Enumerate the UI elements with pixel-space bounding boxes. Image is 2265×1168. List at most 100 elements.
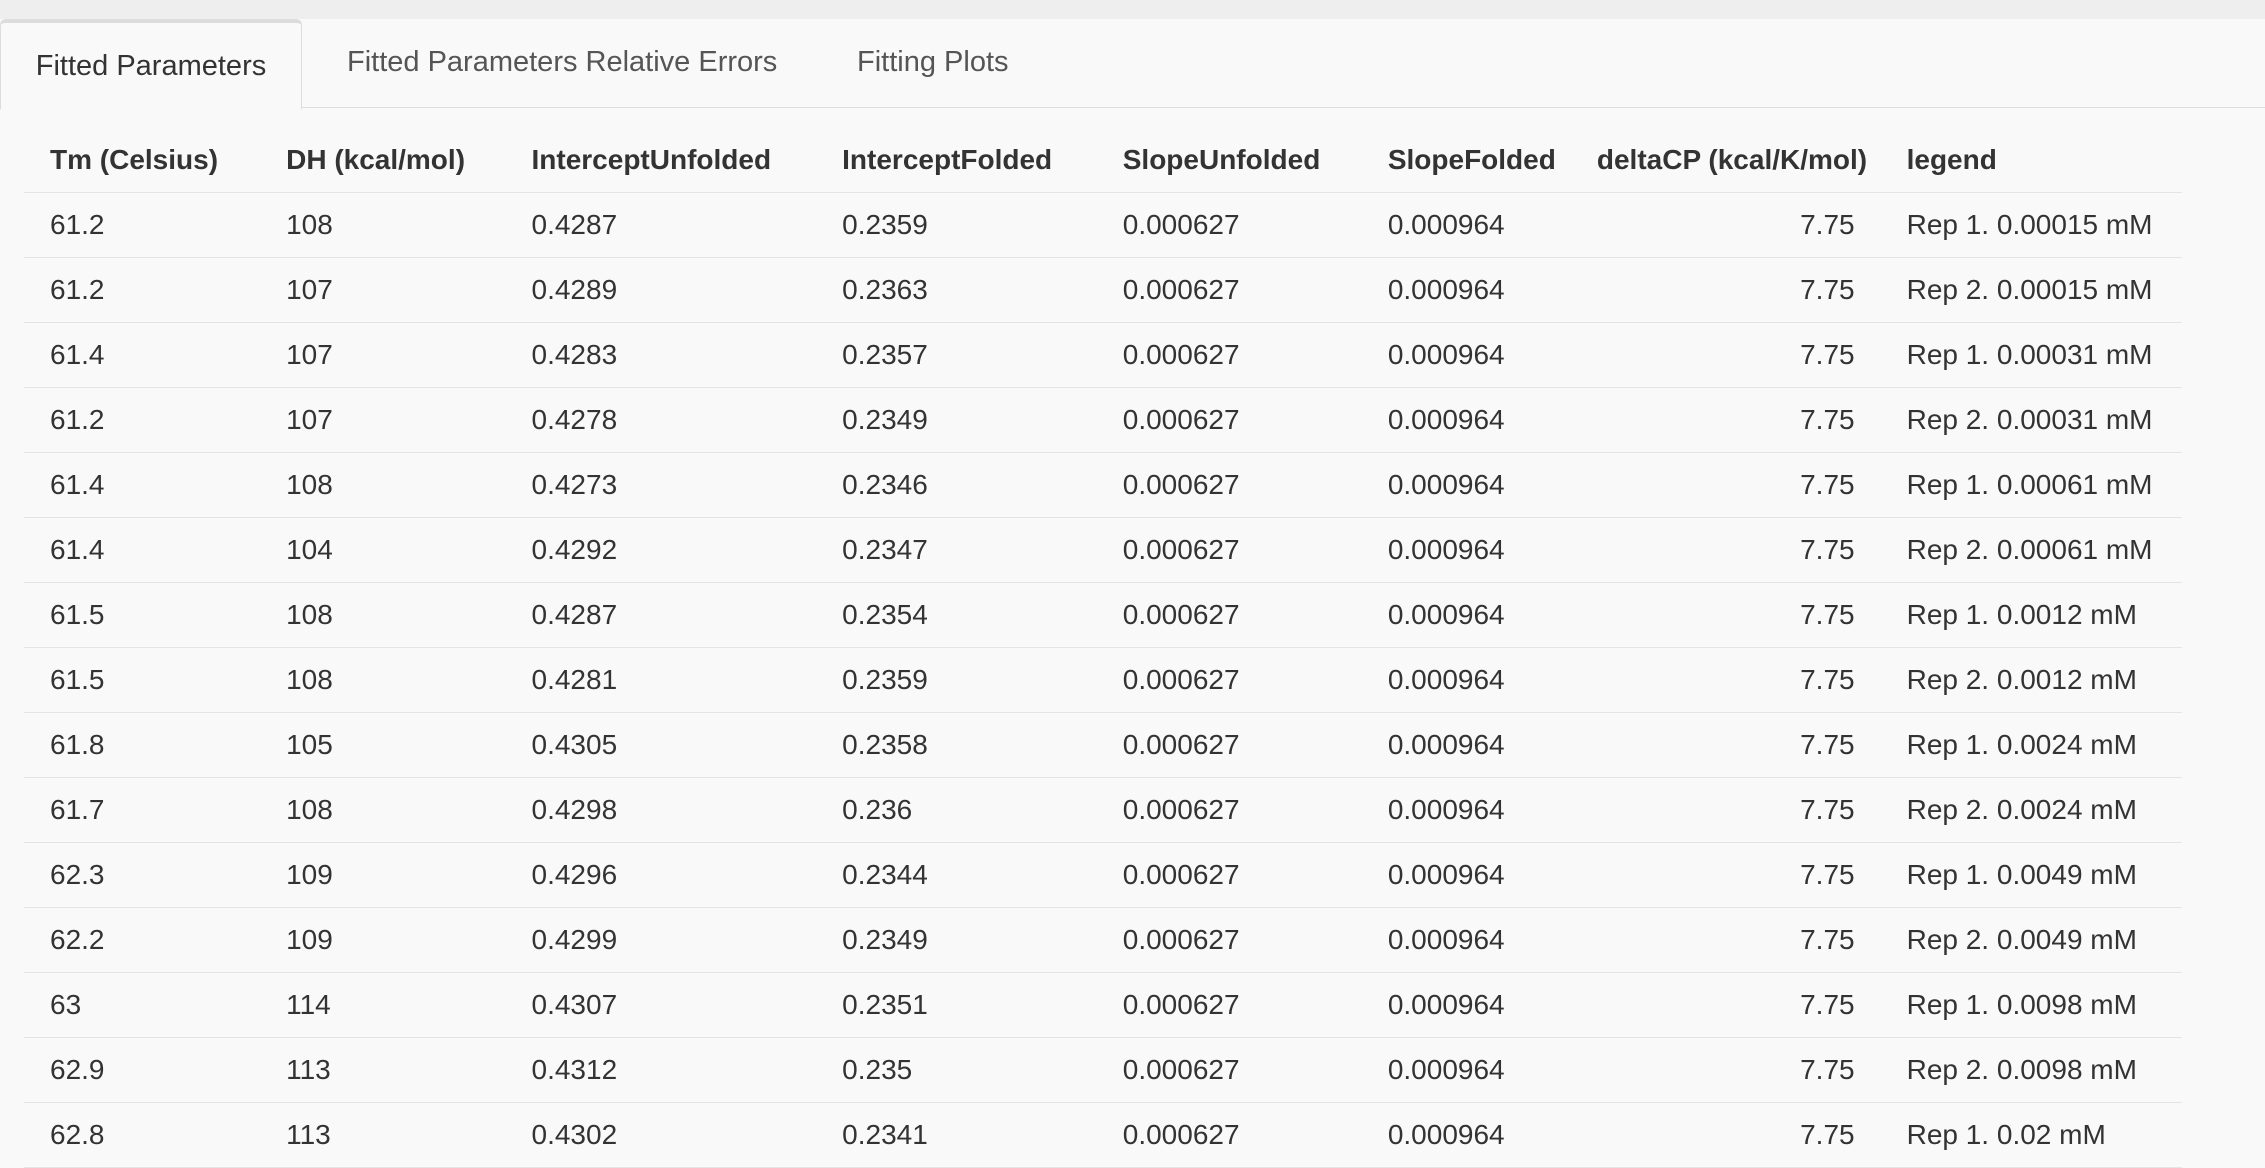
table-row: 62.2 109 0.4299 0.2349 0.000627 0.000964 7.75 R… [24,907,2182,973]
column-header-intercept-unfolded[interactable]: InterceptUnfolded [505,128,817,193]
cell-legend: Rep 2. 0.0098 mM [1880,1037,2182,1103]
cell-dh: 107 [260,387,506,453]
cell-delta-cp: 7.75 [1596,582,1881,648]
column-header-dh[interactable]: DH (kcal/mol) [260,128,506,193]
cell-intercept-folded: 0.2351 [816,972,1097,1038]
cell-dh: 109 [260,842,506,908]
cell-intercept-folded: 0.2354 [816,582,1097,648]
cell-tm: 61.2 [24,257,261,323]
cell-delta-cp: 7.75 [1596,842,1881,908]
cell-tm: 63 [24,972,261,1038]
cell-intercept-folded: 0.2344 [816,842,1097,908]
cell-intercept-unfolded: 0.4305 [505,712,817,778]
table-row: 61.5 108 0.4287 0.2354 0.000627 0.000964 7.75 R… [24,582,2182,648]
cell-slope-unfolded: 0.000627 [1096,777,1362,843]
table-row: 61.8 105 0.4305 0.2358 0.000627 0.000964 7.75 R… [24,712,2182,778]
cell-slope-unfolded: 0.000627 [1096,1102,1362,1168]
cell-slope-unfolded: 0.000627 [1096,647,1362,713]
cell-slope-folded: 0.000964 [1361,257,1597,323]
cell-intercept-folded: 0.2357 [816,322,1097,388]
table-row: 61.5 108 0.4281 0.2359 0.000627 0.000964 7.75 R… [24,647,2182,713]
cell-tm: 61.2 [24,387,261,453]
cell-intercept-folded: 0.236 [816,777,1097,843]
cell-intercept-unfolded: 0.4296 [505,842,817,908]
cell-dh: 105 [260,712,506,778]
cell-intercept-unfolded: 0.4307 [505,972,817,1038]
cell-legend: Rep 1. 0.0012 mM [1880,582,2182,648]
table-row: 63 114 0.4307 0.2351 0.000627 0.000964 7.75 Rep… [24,972,2182,1038]
cell-legend: Rep 1. 0.00061 mM [1880,452,2182,518]
column-header-slope-folded[interactable]: SlopeFolded [1361,128,1597,193]
cell-tm: 61.4 [24,322,261,388]
cell-intercept-folded: 0.2349 [816,387,1097,453]
cell-dh: 104 [260,517,506,583]
cell-intercept-unfolded: 0.4273 [505,452,817,518]
cell-tm: 61.7 [24,777,261,843]
cell-dh: 113 [260,1102,506,1168]
table-row: 62.8 113 0.4302 0.2341 0.000627 0.000964 7.75 R… [24,1102,2182,1168]
column-header-delta-cp[interactable]: deltaCP (kcal/K/mol) [1596,128,1881,193]
cell-delta-cp: 7.75 [1596,452,1881,518]
cell-tm: 61.5 [24,647,261,713]
cell-intercept-unfolded: 0.4289 [505,257,817,323]
cell-legend: Rep 1. 0.02 mM [1880,1102,2182,1168]
table-row: 61.2 107 0.4289 0.2363 0.000627 0.000964 7.75 R… [24,257,2182,323]
cell-intercept-unfolded: 0.4298 [505,777,817,843]
column-header-legend[interactable]: legend [1880,128,2182,193]
cell-dh: 107 [260,322,506,388]
cell-slope-unfolded: 0.000627 [1096,907,1362,973]
cell-intercept-folded: 0.2359 [816,192,1097,258]
cell-intercept-unfolded: 0.4278 [505,387,817,453]
cell-intercept-unfolded: 0.4299 [505,907,817,973]
cell-intercept-folded: 0.2349 [816,907,1097,973]
cell-slope-folded: 0.000964 [1361,712,1597,778]
cell-legend: Rep 2. 0.00031 mM [1880,387,2182,453]
table-row: 61.2 108 0.4287 0.2359 0.000627 0.000964 7.75 R… [24,192,2182,258]
cell-slope-folded: 0.000964 [1361,452,1597,518]
tab-fitted-parameters-relative-errors[interactable]: Fitted Parameters Relative Errors [347,46,778,78]
cell-tm: 62.9 [24,1037,261,1103]
cell-slope-unfolded: 0.000627 [1096,257,1362,323]
table-row: 61.7 108 0.4298 0.236 0.000627 0.000964 7.75 Re… [24,777,2182,843]
cell-dh: 113 [260,1037,506,1103]
cell-delta-cp: 7.75 [1596,777,1881,843]
cell-delta-cp: 7.75 [1596,517,1881,583]
cell-intercept-unfolded: 0.4287 [505,582,817,648]
cell-intercept-unfolded: 0.4281 [505,647,817,713]
cell-legend: Rep 2. 0.0024 mM [1880,777,2182,843]
cell-slope-folded: 0.000964 [1361,777,1597,843]
cell-dh: 107 [260,257,506,323]
cell-delta-cp: 7.75 [1596,387,1881,453]
cell-dh: 108 [260,452,506,518]
cell-slope-unfolded: 0.000627 [1096,842,1362,908]
tab-fitted-parameters[interactable]: Fitted Parameters [0,19,302,110]
column-header-intercept-folded[interactable]: InterceptFolded [816,128,1097,193]
cell-slope-folded: 0.000964 [1361,387,1597,453]
cell-intercept-unfolded: 0.4302 [505,1102,817,1168]
cell-legend: Rep 2. 0.0049 mM [1880,907,2182,973]
cell-legend: Rep 1. 0.00015 mM [1880,192,2182,258]
cell-slope-unfolded: 0.000627 [1096,452,1362,518]
cell-tm: 61.8 [24,712,261,778]
table-header-row: Tm (Celsius) DH (kcal/mol) InterceptUnfo… [24,128,2182,193]
table-row: 62.9 113 0.4312 0.235 0.000627 0.000964 7.75 Re… [24,1037,2182,1103]
cell-slope-folded: 0.000964 [1361,842,1597,908]
cell-slope-unfolded: 0.000627 [1096,517,1362,583]
column-header-tm[interactable]: Tm (Celsius) [24,128,261,193]
cell-intercept-unfolded: 0.4292 [505,517,817,583]
tab-fitting-plots[interactable]: Fitting Plots [857,46,1009,78]
cell-dh: 108 [260,582,506,648]
column-header-slope-unfolded[interactable]: SlopeUnfolded [1096,128,1362,193]
cell-legend: Rep 1. 0.00031 mM [1880,322,2182,388]
cell-slope-folded: 0.000964 [1361,1037,1597,1103]
cell-slope-unfolded: 0.000627 [1096,712,1362,778]
cell-slope-folded: 0.000964 [1361,1102,1597,1168]
cell-slope-unfolded: 0.000627 [1096,582,1362,648]
cell-legend: Rep 2. 0.0012 mM [1880,647,2182,713]
cell-intercept-folded: 0.2341 [816,1102,1097,1168]
cell-delta-cp: 7.75 [1596,322,1881,388]
cell-dh: 114 [260,972,506,1038]
cell-legend: Rep 1. 0.0049 mM [1880,842,2182,908]
cell-slope-unfolded: 0.000627 [1096,322,1362,388]
cell-dh: 108 [260,647,506,713]
